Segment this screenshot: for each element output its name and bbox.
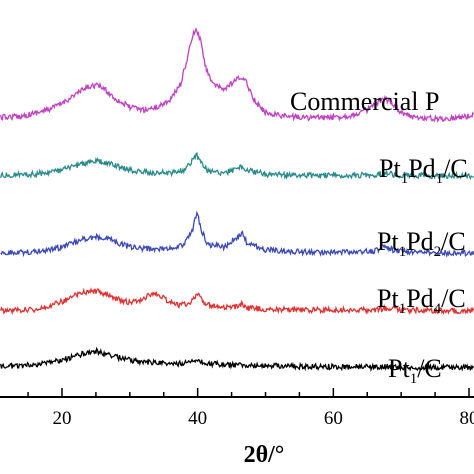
- series-line-0: [0, 27, 474, 123]
- x-axis-title: 2θ/°: [244, 442, 285, 468]
- label-subscript: 1: [399, 301, 407, 317]
- x-tick-label: 60: [324, 408, 343, 429]
- series-label-0: Commercial P: [290, 87, 439, 116]
- series-label-3: Pt1Pd4/C: [377, 284, 466, 317]
- label-text: Pt: [377, 284, 399, 313]
- label-subscript: 1: [410, 371, 418, 387]
- label-subscript: 1: [436, 171, 444, 187]
- series-label-2: Pt1Pd2/C: [377, 227, 466, 260]
- label-text: /C: [441, 284, 466, 313]
- series-line-2: [0, 210, 474, 258]
- series-line-3: [0, 287, 474, 316]
- label-text: Commercial P: [290, 87, 439, 116]
- label-subscript: 1: [401, 171, 409, 187]
- label-subscript: 4: [434, 301, 442, 317]
- label-text: /C: [443, 154, 468, 183]
- label-text: Pd: [406, 284, 433, 313]
- x-tick-label: 20: [53, 408, 72, 429]
- traces-group: [0, 27, 474, 373]
- label-text: /C: [417, 354, 442, 383]
- series-labels-group: Commercial PPt1Pd1/CPt1Pd2/CPt1Pd4/CPt1/…: [290, 87, 468, 387]
- series-label-4: Pt1/C: [388, 354, 442, 387]
- label-text: /C: [441, 227, 466, 256]
- label-text: Pt: [388, 354, 410, 383]
- x-tick-label: 40: [188, 408, 207, 429]
- label-text: Pd: [408, 154, 435, 183]
- label-text: Pt: [377, 227, 399, 256]
- label-subscript: 2: [434, 244, 442, 260]
- series-line-4: [0, 346, 474, 373]
- series-line-1: [0, 151, 474, 181]
- label-text: Pd: [406, 227, 433, 256]
- x-tick-label: 80: [460, 408, 474, 429]
- label-subscript: 1: [399, 244, 407, 260]
- series-label-1: Pt1Pd1/C: [379, 154, 468, 187]
- x-axis: 20 40 60 80: [0, 388, 474, 429]
- label-text: Pt: [379, 154, 401, 183]
